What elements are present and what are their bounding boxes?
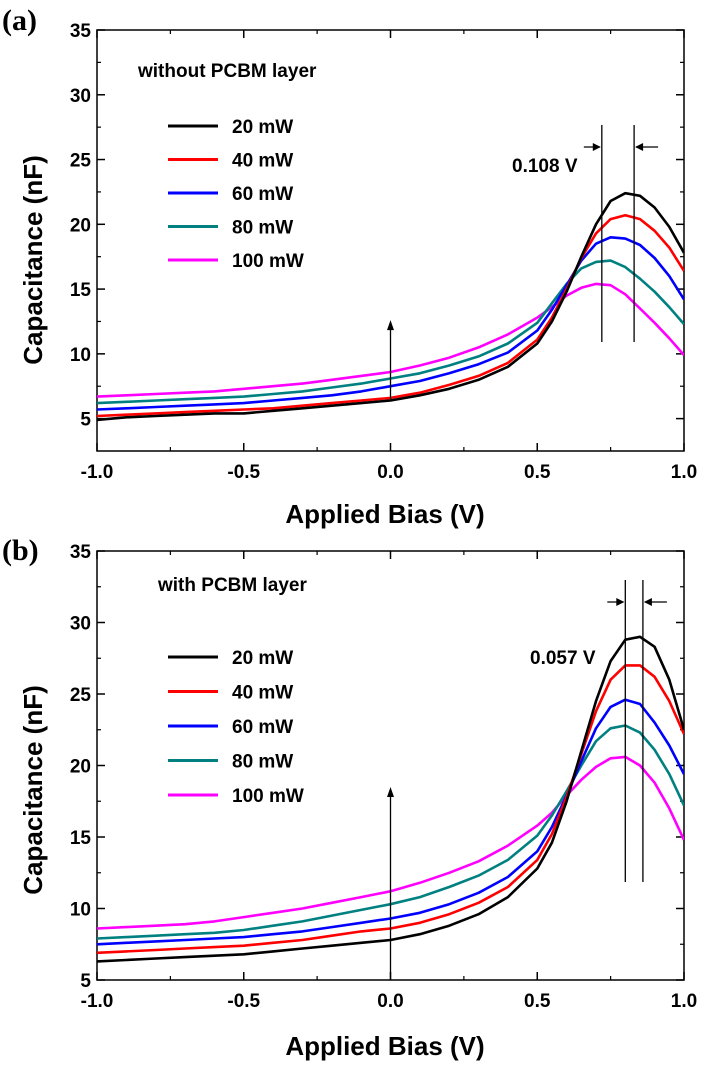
y-tick-label: 35	[70, 542, 92, 563]
series-line	[97, 282, 684, 398]
peak-arrow-left-head	[616, 598, 625, 606]
y-tick-label: 15	[70, 280, 92, 301]
legend-label: 80 mW	[232, 752, 293, 773]
legend-label: 60 mW	[232, 717, 293, 738]
series-line	[97, 191, 684, 422]
x-tick-label: -0.5	[227, 462, 260, 483]
series-line	[97, 755, 684, 930]
peak-shift-label: 0.108 V	[512, 156, 578, 177]
legend-label: 20 mW	[232, 648, 293, 669]
series-line	[97, 213, 684, 418]
y-tick-label: 5	[80, 410, 91, 431]
y-axis-title: Capacitance (nF)	[18, 685, 48, 895]
legend-label: 40 mW	[232, 151, 293, 172]
intensity-arrow-head	[387, 786, 394, 797]
y-tick-label: 35	[70, 21, 92, 42]
series-line	[97, 236, 684, 411]
y-tick-label: 30	[70, 86, 91, 107]
legend-label: 40 mW	[232, 683, 293, 704]
peak-arrow-left-head	[592, 143, 601, 151]
x-tick-label: 1.0	[671, 991, 697, 1012]
panel-label: (b)	[2, 534, 39, 567]
annotation-label: with PCBM layer	[157, 575, 307, 596]
x-tick-label: 1.0	[671, 462, 697, 483]
annotation-label: without PCBM layer	[137, 61, 317, 82]
panel-a: (a) Capacitance (nF) Applied Bias (V) wi…	[2, 4, 697, 529]
series-line	[97, 635, 684, 963]
peak-arrow-right-head	[643, 598, 652, 606]
peak-arrow-right-head	[635, 143, 644, 151]
y-tick-label: 15	[70, 828, 92, 849]
series-line	[97, 724, 684, 940]
y-tick-label: 10	[70, 900, 91, 921]
y-tick-label: 30	[70, 614, 91, 635]
panel-b: (b) Capacitance (nF) Applied Bias (V) wi…	[2, 534, 697, 1061]
x-tick-label: -0.5	[227, 991, 260, 1012]
y-tick-label: 25	[70, 685, 92, 706]
peak-shift-label: 0.057 V	[530, 648, 596, 669]
legend-label: 100 mW	[232, 251, 304, 272]
legend-label: 60 mW	[232, 184, 293, 205]
y-tick-label: 10	[70, 345, 91, 366]
series-group	[97, 635, 684, 963]
intensity-arrow-head	[387, 320, 394, 331]
y-tick-label: 20	[70, 215, 91, 236]
x-tick-label: 0.5	[524, 991, 551, 1012]
x-tick-label: 0.0	[377, 991, 403, 1012]
series-group	[97, 191, 684, 422]
x-tick-label: 0.0	[377, 462, 403, 483]
x-tick-label: -1.0	[81, 462, 114, 483]
panel-label: (a)	[2, 4, 37, 37]
x-tick-label: -1.0	[81, 991, 114, 1012]
legend-label: 20 mW	[232, 117, 293, 138]
series-line	[97, 698, 684, 946]
x-tick-label: 0.5	[524, 462, 551, 483]
x-axis-title: Applied Bias (V)	[285, 499, 484, 529]
series-line	[97, 259, 684, 405]
y-tick-label: 5	[80, 971, 91, 992]
y-tick-label: 25	[70, 151, 92, 172]
y-axis-title: Capacitance (nF)	[18, 155, 48, 365]
legend-label: 80 mW	[232, 218, 293, 239]
series-line	[97, 664, 684, 955]
x-axis-title: Applied Bias (V)	[285, 1031, 484, 1061]
y-tick-label: 20	[70, 757, 91, 778]
legend-label: 100 mW	[232, 786, 304, 807]
